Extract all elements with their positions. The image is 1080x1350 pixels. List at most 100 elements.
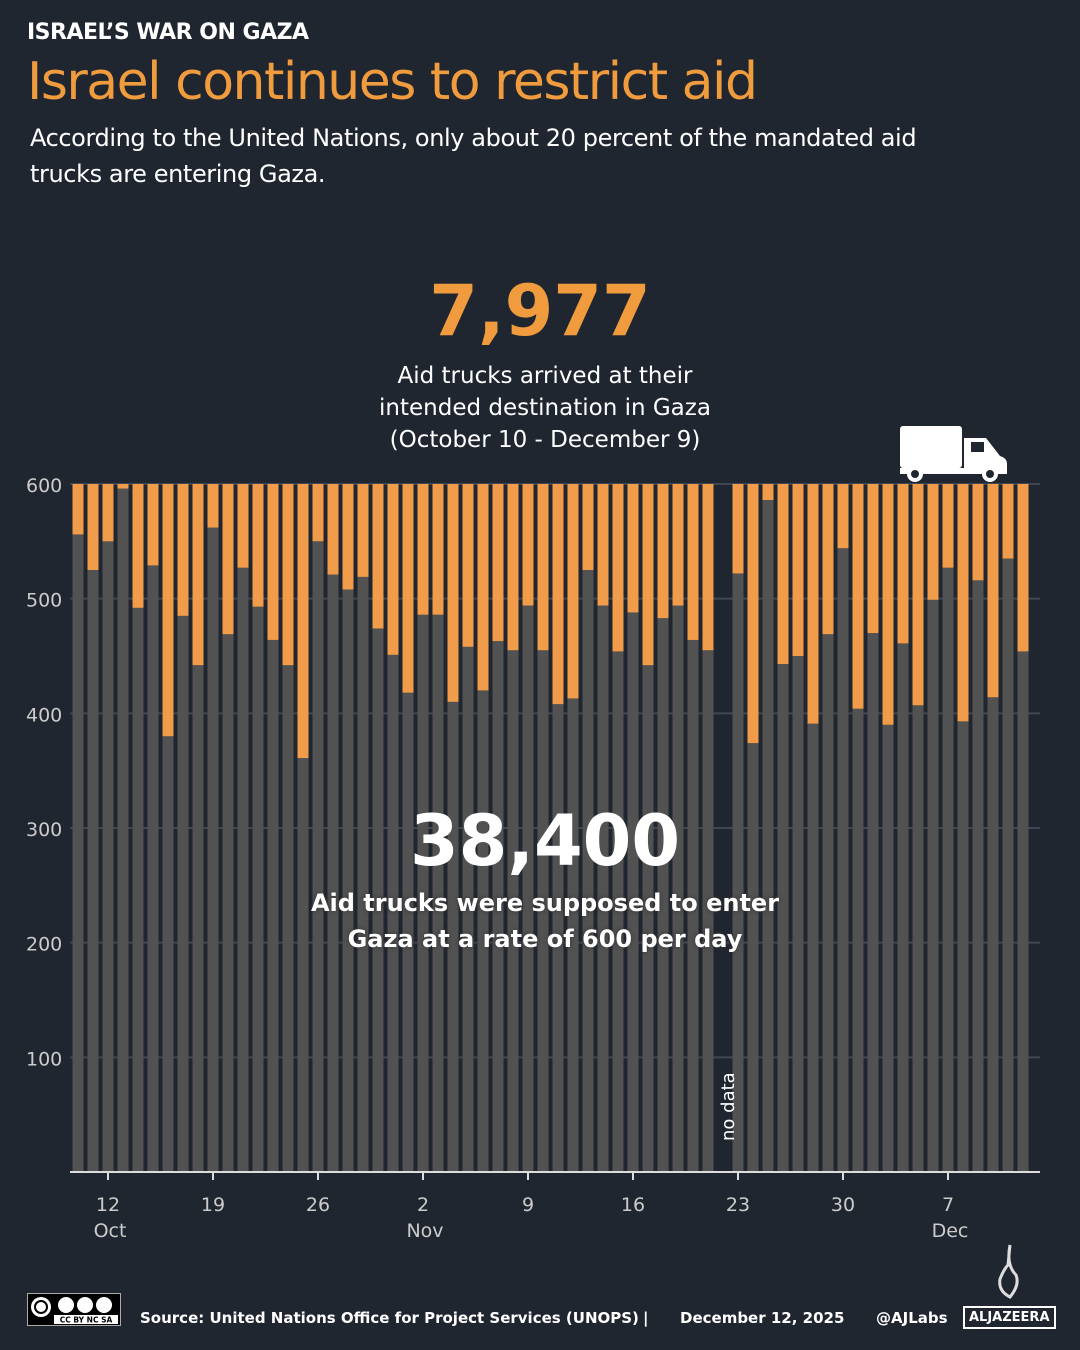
bar-shortfall xyxy=(222,634,234,1172)
bar-shortfall xyxy=(567,698,579,1172)
arrived-label-line: intended destination in Gaza xyxy=(379,395,711,421)
bar-arrived xyxy=(597,484,609,606)
bar-shortfall xyxy=(597,605,609,1172)
bar-arrived xyxy=(282,484,294,666)
bar-arrived xyxy=(657,484,669,619)
bar-arrived xyxy=(207,484,219,528)
bar-shortfall xyxy=(117,488,129,1172)
bar-arrived xyxy=(702,484,714,651)
mandated-label: Aid trucks were supposed to enter Gaza a… xyxy=(300,885,790,957)
bar-arrived xyxy=(342,484,354,590)
bar-arrived xyxy=(522,484,534,606)
bar-shortfall xyxy=(702,650,714,1172)
bar-arrived xyxy=(642,484,654,666)
bar-arrived xyxy=(387,484,399,655)
bar-shortfall xyxy=(927,599,939,1172)
bar-shortfall xyxy=(747,743,759,1172)
y-tick-label: 500 xyxy=(26,590,62,612)
bar-arrived xyxy=(492,484,504,642)
bar-arrived xyxy=(912,484,924,706)
publish-date: December 12, 2025 xyxy=(680,1309,845,1327)
x-tick-label: 12 xyxy=(96,1194,120,1216)
bar-shortfall xyxy=(237,567,249,1172)
bar-shortfall xyxy=(162,736,174,1172)
bar-arrived xyxy=(747,484,759,744)
bar-arrived xyxy=(777,484,789,665)
bar-shortfall xyxy=(657,618,669,1172)
arrived-label-line: (October 10 - December 9) xyxy=(389,427,701,453)
bar-arrived xyxy=(1017,484,1029,652)
bar-arrived xyxy=(822,484,834,635)
bar-arrived xyxy=(192,484,204,666)
y-tick-label: 200 xyxy=(26,934,62,956)
bar-arrived xyxy=(882,484,894,725)
bar-shortfall xyxy=(192,665,204,1172)
bar-arrived xyxy=(507,484,519,651)
license-text: CC BY NC SA xyxy=(60,1316,113,1325)
bar-shortfall xyxy=(537,650,549,1172)
bar-shortfall xyxy=(582,570,594,1172)
bar-shortfall xyxy=(867,633,879,1172)
bar-arrived xyxy=(957,484,969,722)
bar-arrived xyxy=(567,484,579,699)
bar-shortfall xyxy=(282,665,294,1172)
bar-shortfall xyxy=(687,639,699,1172)
social-handle: @AJLabs xyxy=(876,1309,948,1327)
bar-arrived xyxy=(447,484,459,702)
bar-shortfall xyxy=(207,527,219,1172)
bar-shortfall xyxy=(312,541,324,1172)
bar-arrived xyxy=(417,484,429,615)
bar-arrived xyxy=(837,484,849,549)
bar-shortfall xyxy=(1002,558,1014,1172)
x-month-label: Dec xyxy=(932,1220,969,1242)
bar-shortfall xyxy=(87,570,99,1172)
bar-arrived xyxy=(222,484,234,635)
bar-shortfall xyxy=(852,708,864,1172)
bar-arrived xyxy=(432,484,444,615)
bar-arrived xyxy=(252,484,264,607)
bar-arrived xyxy=(117,484,129,489)
bar-shortfall xyxy=(417,614,429,1172)
bar-shortfall xyxy=(522,605,534,1172)
bar-arrived xyxy=(102,484,114,542)
bar-shortfall xyxy=(447,701,459,1172)
bar-shortfall xyxy=(942,567,954,1172)
x-month-label: Nov xyxy=(406,1220,443,1242)
bar-shortfall xyxy=(822,634,834,1172)
x-tick-label: 2 xyxy=(417,1194,429,1216)
bar-shortfall xyxy=(987,697,999,1172)
bar-shortfall xyxy=(297,758,309,1172)
bar-shortfall xyxy=(612,651,624,1172)
arrived-label: Aid trucks arrived at their intended des… xyxy=(320,360,770,456)
bar-arrived xyxy=(312,484,324,542)
x-month-label: Oct xyxy=(94,1220,127,1242)
x-tick-label: 9 xyxy=(522,1194,534,1216)
bar-shortfall xyxy=(252,606,264,1172)
bar-shortfall xyxy=(957,721,969,1172)
x-tick-label: 7 xyxy=(942,1194,954,1216)
bar-arrived xyxy=(87,484,99,570)
mandated-label-line: Gaza at a rate of 600 per day xyxy=(347,925,743,953)
aljazeera-wordmark: ALJAZEERA xyxy=(963,1306,1056,1329)
bar-arrived xyxy=(792,484,804,656)
bar-shortfall xyxy=(732,573,744,1172)
bar-arrived xyxy=(1002,484,1014,559)
bar-shortfall xyxy=(402,692,414,1172)
separator: | xyxy=(643,1309,649,1327)
bar-shortfall xyxy=(342,589,354,1172)
source-text: Source: United Nations Office for Projec… xyxy=(140,1309,639,1327)
bar-shortfall xyxy=(1017,651,1029,1172)
truck-icon xyxy=(900,426,1007,482)
bar-shortfall xyxy=(672,605,684,1172)
bar-arrived xyxy=(237,484,249,568)
bar-arrived xyxy=(462,484,474,647)
arrived-label-line: Aid trucks arrived at their xyxy=(397,363,693,389)
bar-arrived xyxy=(672,484,684,606)
bar-shortfall xyxy=(477,690,489,1172)
bar-arrived xyxy=(357,484,369,577)
bar-arrived xyxy=(987,484,999,698)
bar-arrived xyxy=(852,484,864,709)
x-tick-label: 26 xyxy=(306,1194,330,1216)
bar-arrived xyxy=(867,484,879,634)
